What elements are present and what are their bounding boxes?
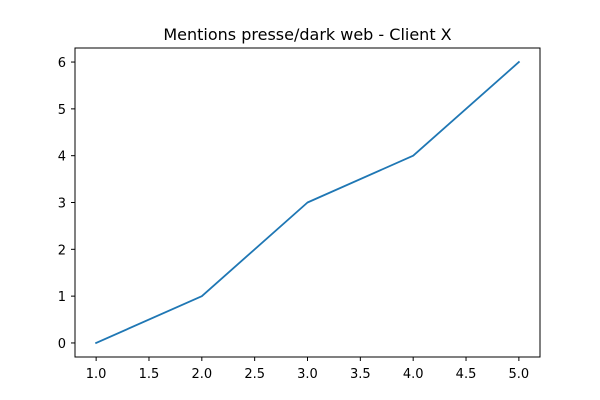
plot-frame — [74, 47, 541, 358]
y-tick-label: 6 — [58, 56, 66, 71]
y-tick-label: 5 — [58, 103, 66, 118]
y-tick-label: 1 — [58, 290, 66, 305]
series-layer — [94, 60, 521, 345]
x-tick-label: 2.0 — [191, 367, 212, 382]
y-tick-label: 4 — [58, 150, 66, 165]
x-tick-label: 3.5 — [350, 367, 371, 382]
x-tick-label: 1.5 — [139, 367, 160, 382]
series-line — [94, 60, 521, 345]
x-tick-label: 4.5 — [456, 367, 477, 382]
x-tick-label: 5.0 — [509, 367, 530, 382]
x-tick-label: 2.5 — [244, 367, 265, 382]
chart-title: Mentions presse/dark web - Client X — [163, 25, 451, 44]
y-tick-label: 0 — [58, 337, 66, 352]
y-tick-label: 3 — [58, 197, 66, 212]
y-axis: 0 1 2 3 4 5 6 — [58, 56, 75, 352]
x-tick-label: 1.0 — [86, 367, 107, 382]
x-tick-label: 4.0 — [403, 367, 424, 382]
x-axis: 1.0 1.5 2.0 2.5 3.0 3.5 4.0 4.5 5.0 — [86, 357, 529, 382]
y-tick-label: 2 — [58, 243, 66, 258]
x-tick-label: 3.0 — [297, 367, 318, 382]
